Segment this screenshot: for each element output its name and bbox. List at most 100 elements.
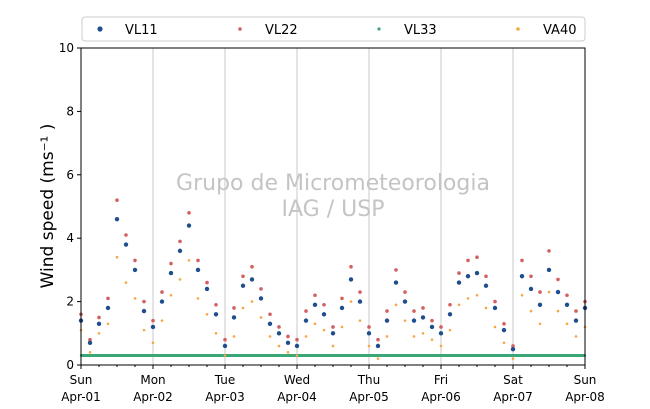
data-point bbox=[115, 255, 119, 259]
data-point bbox=[529, 274, 533, 279]
x-tick-label: Apr-06 bbox=[421, 390, 461, 404]
data-point bbox=[196, 258, 200, 263]
series-va40 bbox=[79, 255, 587, 360]
data-point bbox=[456, 280, 462, 285]
data-point bbox=[565, 293, 569, 298]
data-point bbox=[402, 299, 408, 304]
data-point bbox=[105, 305, 111, 311]
x-tick-day: Thu bbox=[357, 373, 381, 387]
data-point bbox=[556, 277, 560, 282]
data-point bbox=[178, 278, 182, 281]
y-tick-label: 8 bbox=[66, 104, 74, 118]
data-point bbox=[349, 264, 353, 269]
data-point bbox=[187, 259, 191, 262]
data-point bbox=[439, 354, 443, 357]
data-point bbox=[412, 309, 416, 313]
x-tick-day: Wed bbox=[284, 373, 310, 387]
plot-area bbox=[81, 48, 585, 365]
data-point bbox=[196, 297, 200, 300]
data-point bbox=[421, 306, 425, 310]
data-point bbox=[177, 248, 183, 254]
data-point bbox=[484, 274, 488, 279]
data-point bbox=[87, 340, 93, 346]
data-point bbox=[115, 198, 119, 202]
data-point bbox=[250, 300, 254, 303]
data-point bbox=[106, 296, 110, 301]
data-point bbox=[115, 354, 119, 357]
data-point bbox=[573, 318, 579, 323]
y-axis: 0 2 4 6 8 10 bbox=[59, 41, 81, 372]
legend-label-vl11: VL11 bbox=[125, 23, 158, 38]
data-point bbox=[294, 343, 300, 349]
data-point bbox=[376, 357, 380, 360]
data-point bbox=[556, 309, 560, 313]
data-point bbox=[223, 337, 227, 342]
y-tick-label: 4 bbox=[66, 231, 74, 245]
data-point bbox=[547, 354, 551, 357]
watermark-line-2: IAG / USP bbox=[282, 197, 385, 222]
data-point bbox=[123, 242, 129, 247]
data-point bbox=[205, 280, 209, 285]
legend: VL11 VL22 VL33 VA40 bbox=[81, 16, 586, 42]
data-point bbox=[313, 293, 317, 298]
data-point bbox=[421, 332, 425, 335]
data-point bbox=[277, 325, 281, 329]
data-point bbox=[367, 325, 371, 329]
data-point bbox=[187, 354, 191, 357]
data-point bbox=[393, 280, 399, 285]
x-tick-label: Apr-03 bbox=[205, 390, 245, 404]
data-point bbox=[555, 289, 561, 295]
data-point bbox=[133, 258, 137, 263]
data-point bbox=[223, 354, 227, 357]
data-point bbox=[430, 318, 434, 323]
data-point bbox=[322, 302, 326, 307]
data-point bbox=[259, 316, 263, 319]
data-point bbox=[574, 309, 578, 313]
watermark: Grupo de Micrometeorologia IAG / USP bbox=[176, 171, 490, 222]
data-point bbox=[205, 312, 209, 316]
data-point bbox=[501, 327, 507, 333]
data-point bbox=[304, 309, 308, 313]
x-tick-day: Mon bbox=[140, 373, 165, 387]
data-point bbox=[565, 322, 569, 326]
data-point bbox=[528, 286, 534, 292]
data-point bbox=[511, 344, 515, 348]
x-tick-day: Tue bbox=[214, 373, 236, 387]
data-point bbox=[511, 354, 515, 357]
data-point bbox=[142, 328, 146, 332]
data-point bbox=[241, 306, 245, 310]
data-point bbox=[322, 328, 326, 332]
data-point bbox=[312, 302, 318, 307]
data-point bbox=[358, 319, 362, 322]
data-point bbox=[277, 344, 281, 348]
data-point bbox=[187, 211, 191, 215]
data-point bbox=[141, 308, 147, 314]
data-point bbox=[339, 305, 345, 311]
data-point bbox=[321, 312, 327, 317]
data-point bbox=[340, 325, 344, 329]
data-point bbox=[475, 354, 479, 357]
data-point bbox=[538, 322, 542, 326]
data-point bbox=[195, 267, 201, 273]
data-point bbox=[376, 337, 380, 342]
data-point bbox=[466, 297, 470, 300]
data-point bbox=[96, 321, 102, 326]
data-point bbox=[538, 290, 542, 294]
data-point bbox=[169, 293, 173, 297]
data-point bbox=[106, 322, 110, 326]
data-point bbox=[295, 354, 299, 357]
data-point bbox=[447, 312, 453, 317]
data-point bbox=[331, 325, 335, 329]
legend-label-va40: VA40 bbox=[543, 23, 577, 38]
data-point bbox=[493, 325, 497, 329]
data-point bbox=[313, 322, 317, 326]
data-point bbox=[276, 331, 282, 336]
data-point bbox=[160, 319, 164, 322]
data-point bbox=[546, 267, 552, 273]
data-point bbox=[510, 346, 516, 352]
data-point bbox=[330, 331, 336, 336]
data-point bbox=[520, 258, 524, 263]
series-vl11 bbox=[78, 216, 588, 352]
y-tick-label: 10 bbox=[59, 41, 74, 55]
